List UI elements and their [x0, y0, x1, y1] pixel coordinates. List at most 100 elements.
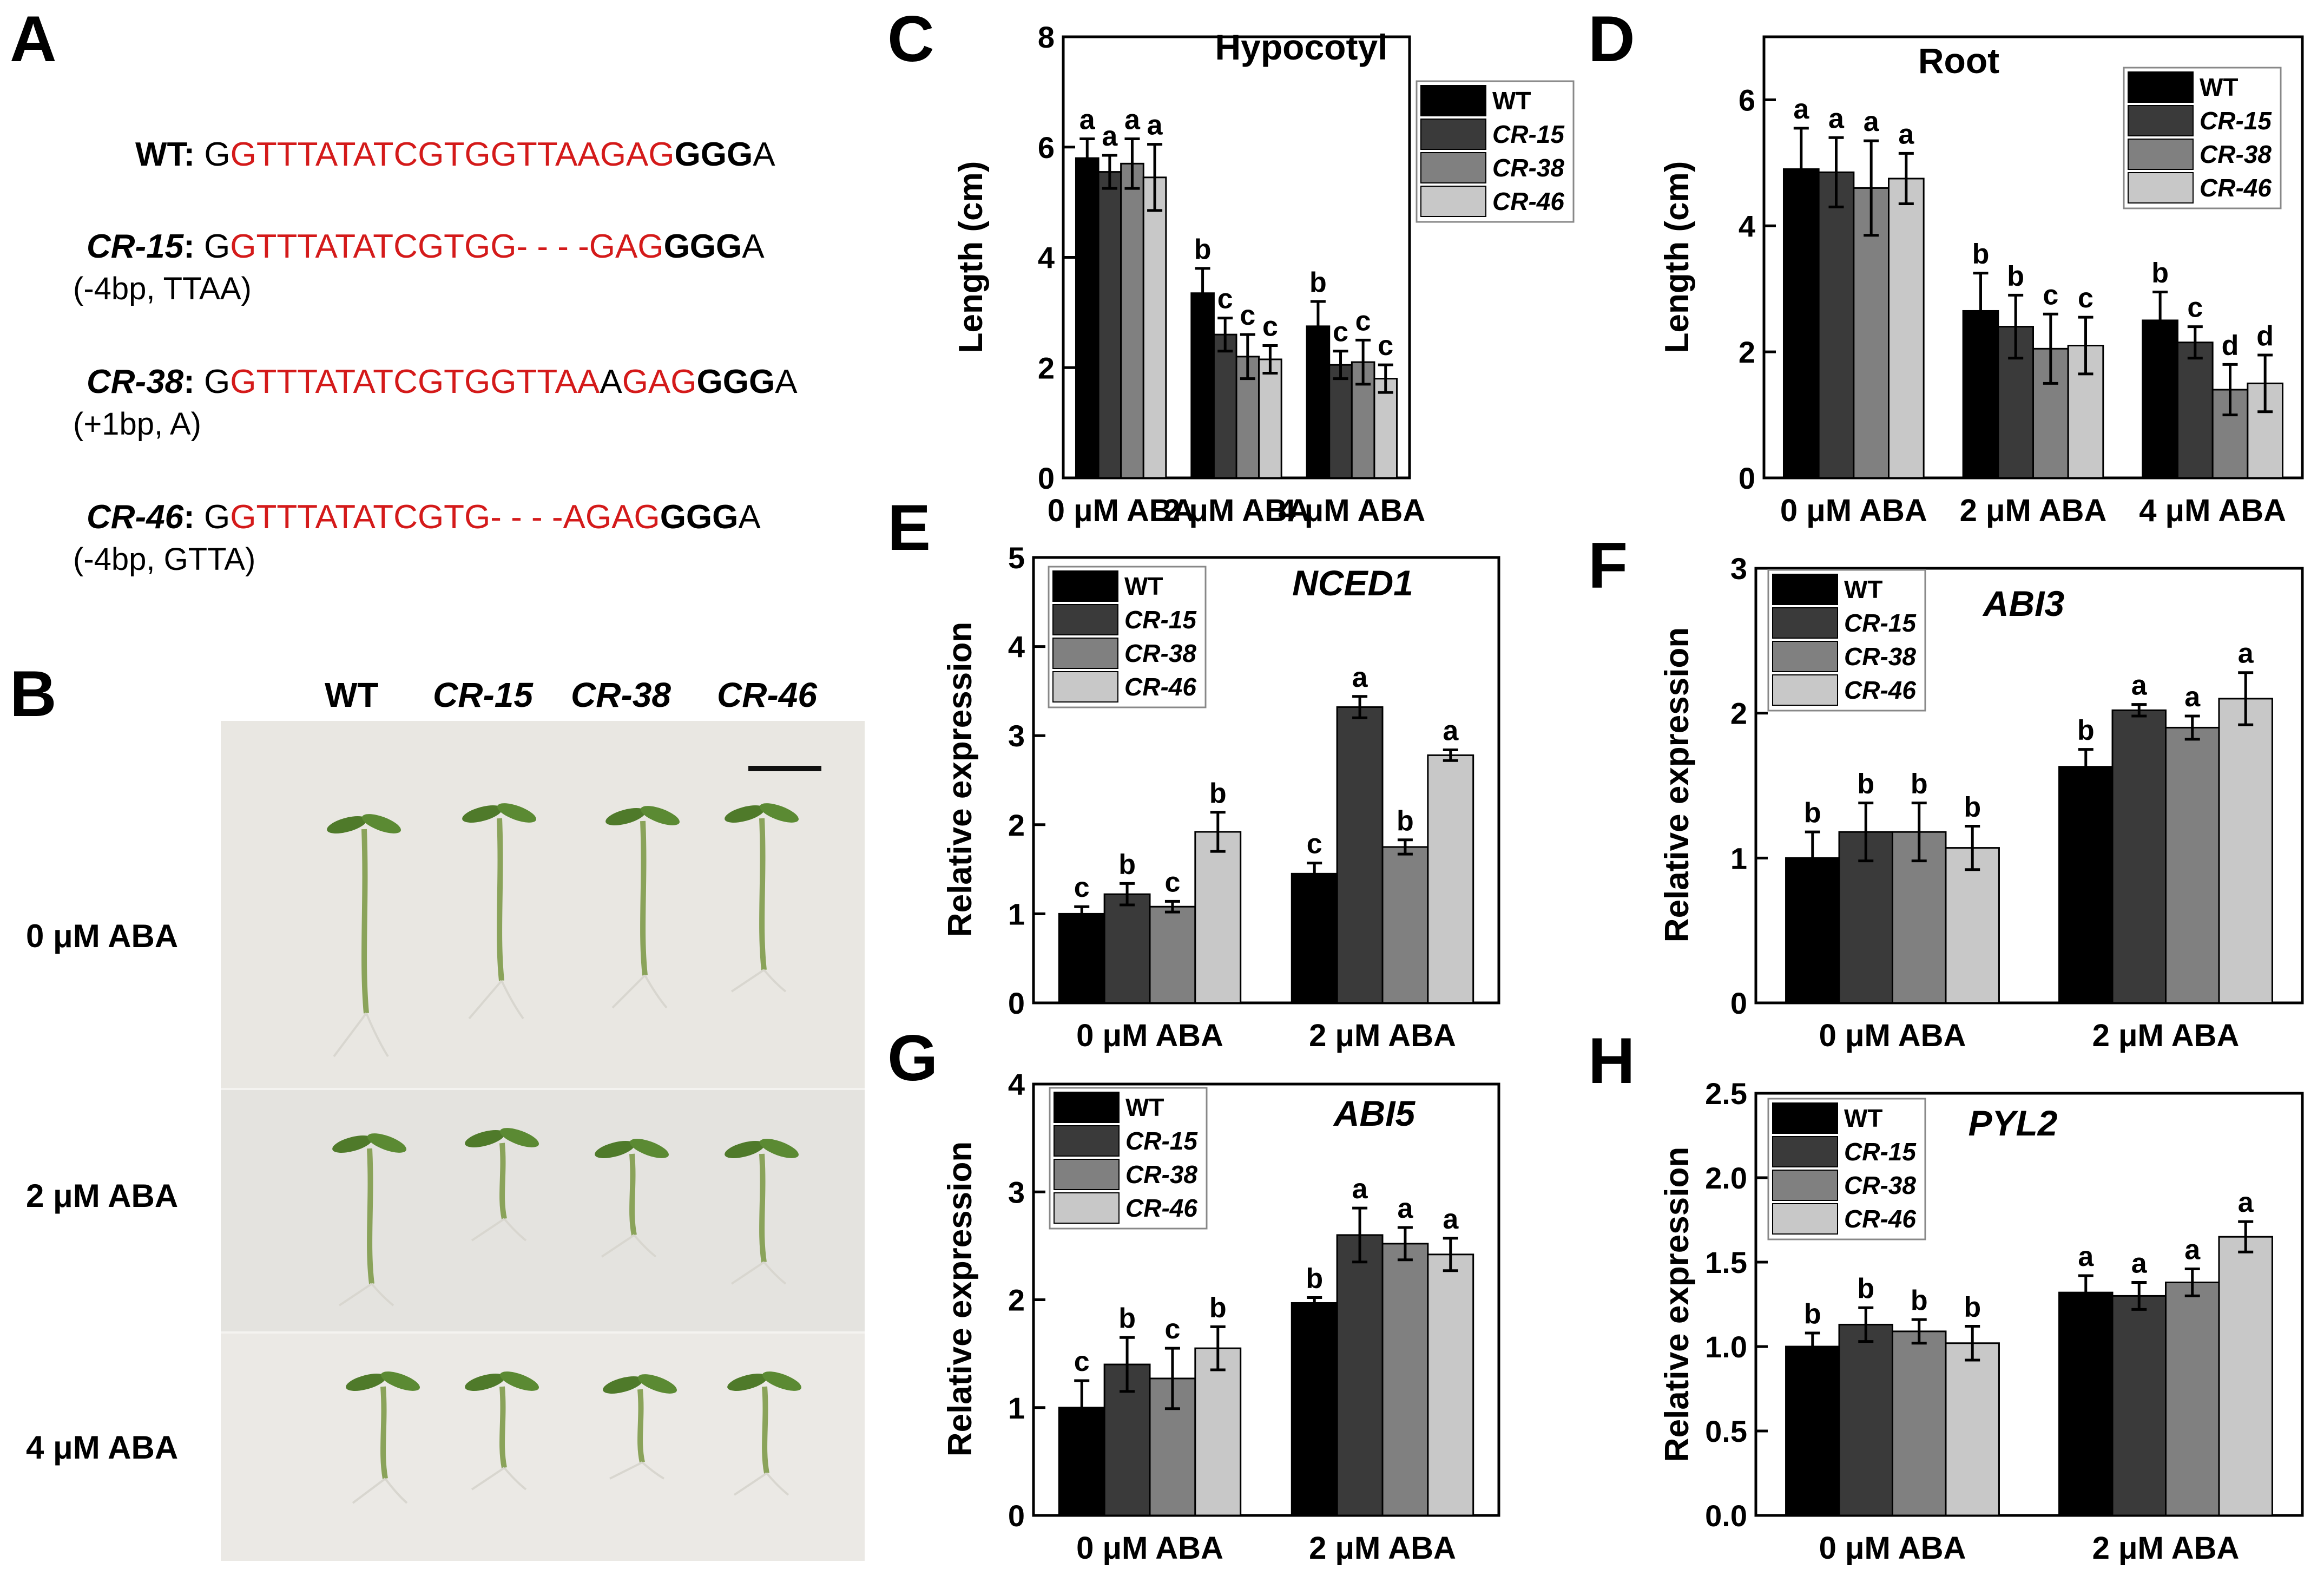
y-axis-label: Length (cm) — [1658, 161, 1696, 353]
seedling-cotyledon — [332, 1135, 372, 1153]
bar — [1291, 1302, 1338, 1517]
bar — [1785, 1345, 1840, 1517]
y-tick-label: 4 — [1008, 630, 1025, 664]
bar — [1058, 912, 1105, 1004]
plot-frame — [1754, 1092, 2304, 1517]
seedling-cotyledon — [760, 803, 799, 823]
seedling-cotyledon — [465, 1374, 505, 1391]
sequence-line: WT: GGTTTATATCGTGGTTAAGAGGGGA — [135, 138, 775, 172]
significance-letter: d — [2222, 330, 2239, 361]
legend-swatch — [1772, 674, 1838, 706]
seedling-root — [471, 1218, 527, 1242]
sequence-name: CR-38 — [87, 363, 184, 401]
seedling-hypocotyl — [499, 1143, 507, 1220]
legend-swatch — [2128, 139, 2194, 170]
significance-letter: a — [1443, 715, 1459, 747]
legend-label: WT — [1844, 575, 1883, 603]
significance-letter: a — [2238, 1187, 2254, 1218]
panel-label-b: B — [10, 658, 57, 730]
y-axis-label: Relative expression — [942, 1141, 979, 1456]
bar — [1427, 754, 1474, 1004]
y-tick-label: 3 — [1008, 719, 1025, 753]
panel-label-a: A — [10, 3, 57, 75]
legend-swatch — [2128, 105, 2194, 136]
bar — [1888, 178, 1925, 479]
sequence-name: CR-15 — [87, 228, 184, 265]
seedling-hypocotyl — [367, 1148, 374, 1284]
y-tick-label: 8 — [1038, 20, 1055, 54]
y-tick-label: 2 — [1038, 351, 1055, 385]
chart-title: Root — [1918, 41, 1999, 81]
significance-letter: a — [2078, 1241, 2094, 1272]
photo-strip-0-aba — [221, 721, 865, 1089]
significance-letter: b — [1118, 849, 1136, 880]
y-tick-label: 4 — [1739, 209, 1755, 243]
y-tick-label: 1 — [1008, 897, 1025, 931]
seedling-hypocotyl — [499, 1386, 507, 1468]
chart-title: ABI3 — [1982, 583, 2064, 623]
x-tick-label: 0 μM ABA — [1076, 1018, 1223, 1053]
significance-letter: b — [1964, 1292, 1981, 1323]
significance-letter: b — [1804, 1298, 1821, 1330]
legend-label: WT — [2200, 73, 2239, 101]
x-tick-label: 2 μM ABA — [1309, 1531, 1456, 1566]
sequence-segment: A — [775, 363, 798, 401]
legend: WT CR-15 CR-38 CR-46 — [1767, 1098, 1926, 1240]
bar — [1945, 847, 2000, 1004]
y-tick-label: 4 — [1038, 241, 1055, 275]
panel-label-h: H — [1588, 1025, 1635, 1097]
photo-genotype-label: CR-38 — [571, 675, 671, 714]
significance-letter: c — [1164, 866, 1180, 898]
seedling-cotyledon — [497, 803, 536, 823]
sequence-segment: GTTTATATCGTG- - - -AGAG — [230, 498, 660, 536]
legend-label: CR-46 — [2200, 174, 2272, 202]
bar — [1213, 333, 1237, 479]
legend-label: CR-38 — [1844, 1171, 1916, 1199]
significance-letter: c — [1355, 305, 1371, 337]
sequence-segment: G — [204, 136, 231, 173]
seedling-hypocotyl — [380, 1386, 388, 1479]
significance-letter: a — [1443, 1204, 1459, 1235]
significance-letter: b — [1306, 1263, 1323, 1295]
legend-label: CR-38 — [1844, 642, 1916, 671]
legend-label: CR-38 — [1125, 1160, 1197, 1189]
panel-label-d: D — [1588, 3, 1635, 75]
seedling-cotyledon — [630, 1139, 669, 1158]
legend-label: CR-38 — [1492, 154, 1564, 182]
y-tick-label: 4 — [1008, 1067, 1025, 1101]
seedling-cotyledon — [595, 1141, 635, 1158]
y-tick-label: 2 — [1739, 335, 1755, 369]
x-tick-label: 0 μM ABA — [1076, 1531, 1223, 1566]
bar — [2111, 709, 2167, 1004]
y-tick-label: 0 — [1008, 1499, 1025, 1533]
bar — [1103, 893, 1151, 1004]
seedling-root — [611, 974, 668, 1009]
sequence-segment: GTTTATATCGTGGTTAAGAG — [230, 136, 675, 173]
significance-letter: b — [1397, 805, 1414, 837]
significance-letter: c — [1164, 1314, 1180, 1345]
mutation-note: (-4bp, TTAA) — [73, 271, 252, 306]
significance-letter: a — [2184, 681, 2201, 713]
significance-letter: b — [2007, 260, 2024, 292]
seedling-cotyledon — [381, 1371, 420, 1391]
bar — [1782, 168, 1820, 479]
panel-label-c: C — [887, 3, 934, 75]
sequence-separator: : — [183, 228, 205, 265]
y-tick-label: 2 — [1730, 697, 1747, 731]
seedling-cotyledon — [638, 1374, 677, 1394]
y-tick-label: 2.5 — [1705, 1076, 1747, 1111]
x-tick-label: 2 μM ABA — [2092, 1018, 2240, 1053]
x-tick-label: 2 μM ABA — [2092, 1531, 2240, 1566]
significance-letter: b — [1209, 1292, 1227, 1323]
seedling-cotyledon — [725, 1141, 765, 1158]
sequence-segment: GGG — [696, 363, 775, 401]
significance-letter: a — [1828, 103, 1845, 134]
legend-swatch — [1054, 1159, 1120, 1190]
bar — [1075, 157, 1100, 479]
y-tick-label: 1.0 — [1705, 1330, 1747, 1364]
legend-label: WT — [1124, 572, 1163, 600]
significance-letter: a — [1124, 104, 1141, 135]
significance-letter: b — [2151, 258, 2169, 289]
